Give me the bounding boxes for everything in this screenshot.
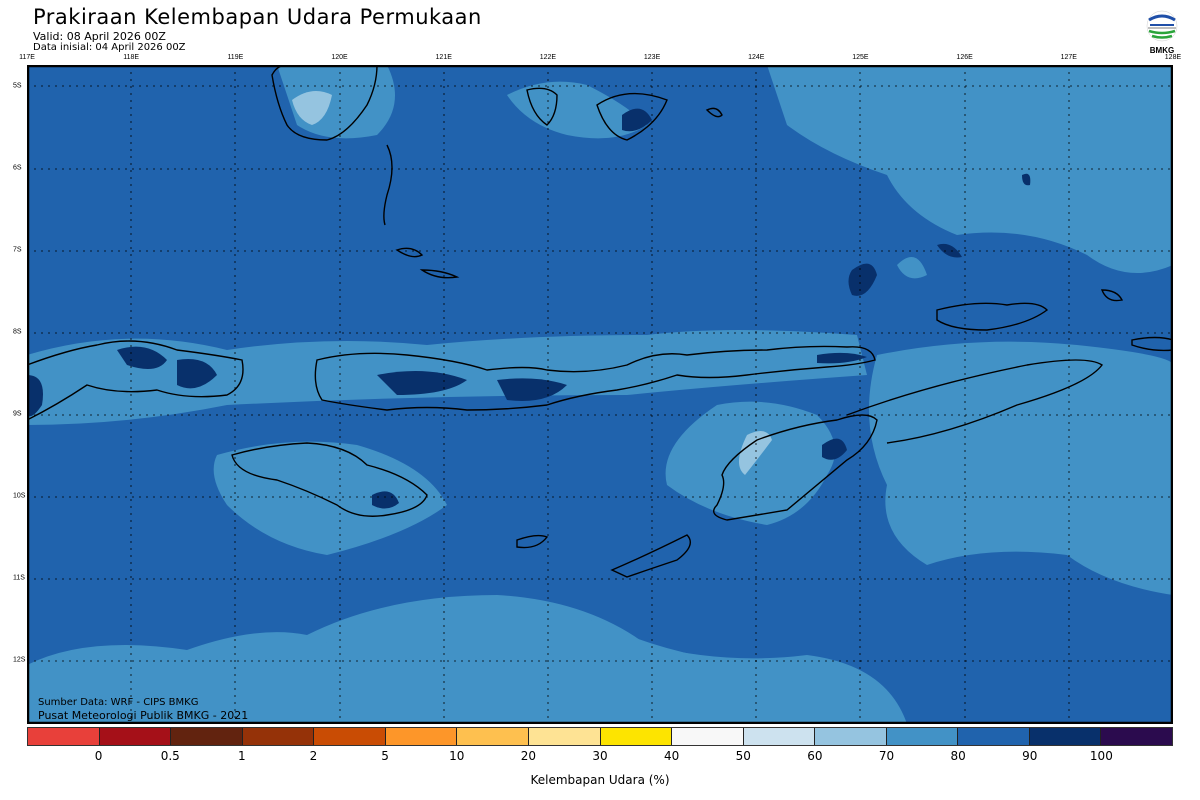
coastlines [27, 65, 1173, 578]
colorbar-swatch [815, 728, 887, 745]
latitude-label: 6S [13, 164, 22, 172]
longitude-label: 119E [227, 54, 244, 61]
longitude-label: 117E [19, 54, 35, 61]
colorbar-tick-label: 30 [592, 749, 608, 763]
colorbar-tick-label: 0.5 [160, 749, 180, 763]
map-title: Prakiraan Kelembapan Udara Permukaan [33, 5, 482, 29]
colorbar-swatch [385, 728, 458, 745]
humidity-60-70-areas [292, 91, 772, 475]
humidity-90-100-areas [27, 108, 1031, 509]
colorbar-swatch [99, 728, 172, 745]
colorbar-tick-label: 40 [663, 749, 680, 763]
colorbar-swatch [28, 728, 100, 745]
colorbar-tick-label: 60 [807, 749, 823, 763]
longitude-label: 126E [956, 54, 973, 61]
colorbar-swatch [457, 728, 529, 745]
longitude-label: 120E [331, 54, 348, 61]
logo-text: BMKG [1149, 46, 1175, 55]
bmkg-logo: BMKG [1144, 10, 1180, 55]
colorbar-swatch [1029, 728, 1102, 745]
longitude-label: 127E [1060, 54, 1077, 61]
latitude-label: 9S [13, 410, 22, 418]
colorbar-tick-label: 100 [1089, 749, 1113, 763]
latitude-label: 12S [13, 656, 26, 664]
longitude-label: 125E [852, 54, 869, 61]
colorbar-tick-label: 0 [94, 749, 103, 763]
latitude-label: 7S [13, 246, 22, 254]
colorbar-swatch [528, 728, 601, 745]
latitude-label: 10S [13, 492, 26, 500]
colorbar-swatch [672, 728, 744, 745]
colorbar-title: Kelembapan Udara (%) [530, 773, 670, 787]
colorbar-tick-label: 10 [449, 749, 465, 763]
colorbar-swatch [958, 728, 1030, 745]
organization-credit: Pusat Meteorologi Publik BMKG - 2021 [38, 709, 249, 722]
longitude-label: 128E [1164, 54, 1182, 61]
colorbar-tick-label: 80 [950, 749, 966, 763]
longitude-label: 121E [435, 54, 452, 61]
colorbar-swatch [743, 728, 816, 745]
latitude-label: 8S [13, 328, 22, 336]
colorbar-tick-label: 5 [381, 749, 389, 763]
humidity-map [27, 65, 1173, 724]
bmkg-logo-icon [1146, 10, 1178, 42]
longitude-label: 124E [748, 54, 765, 61]
colorbar-tick-label: 2 [309, 749, 318, 763]
latitude-label: 11S [13, 574, 25, 582]
colorbar-swatch [242, 728, 315, 745]
gridlines [27, 65, 1173, 724]
colorbar-tick-label: 20 [520, 749, 537, 763]
latitude-label: 5S [13, 82, 22, 90]
data-source-credit: Sumber Data: WRF - CIPS BMKG [38, 697, 199, 708]
colorbar-swatch [1101, 728, 1172, 745]
colorbar-swatch [600, 728, 673, 745]
colorbar-tick-label: 90 [1022, 749, 1038, 763]
initial-time: Data inisial: 04 April 2026 00Z [33, 42, 186, 53]
colorbar-swatch [171, 728, 243, 745]
colorbar [27, 727, 1173, 746]
colorbar-tick-label: 50 [735, 749, 751, 763]
longitude-label: 123E [643, 54, 661, 61]
longitude-label: 122E [539, 54, 557, 61]
valid-time: Valid: 08 April 2026 00Z [33, 30, 166, 43]
colorbar-swatch [886, 728, 959, 745]
longitude-label: 118E [123, 54, 140, 61]
colorbar-swatch [314, 728, 386, 745]
map-frame [27, 65, 1173, 724]
colorbar-tick-label: 1 [238, 749, 246, 763]
colorbar-tick-label: 70 [878, 749, 895, 763]
